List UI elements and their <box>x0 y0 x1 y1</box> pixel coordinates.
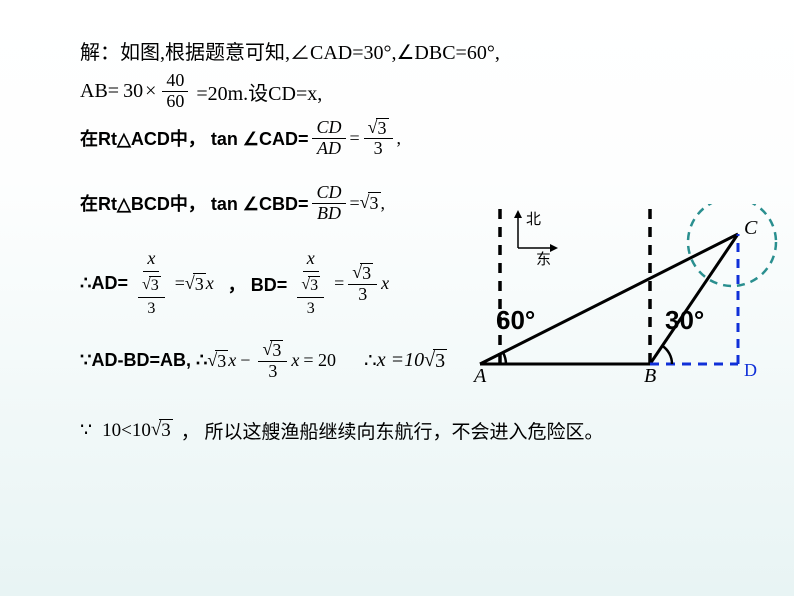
angle-arc-A <box>503 352 506 364</box>
sqrt: 3 <box>151 419 173 442</box>
denominator: 3 3 <box>131 272 172 322</box>
val: 10 <box>132 420 151 442</box>
angle-30: 30° <box>665 305 704 335</box>
fraction: CD BD <box>312 183 345 224</box>
text: ， 所以这艘渔船继续向东航行，不会进入危险区。 <box>181 417 604 444</box>
north-label: 北 <box>526 211 541 228</box>
line-1b: AB= 30 × 40 60 =20m.设CD=x, <box>80 71 794 112</box>
fraction: x 3 3 <box>290 246 331 322</box>
angle-arc-B <box>662 346 672 364</box>
numerator: CD <box>312 183 345 203</box>
text: 解：如图,根据题意可知,∠CAD=30°,∠DBC=60°, <box>80 36 500 65</box>
line-AC <box>480 234 738 364</box>
arrow-head <box>514 210 522 218</box>
numerator: 3 <box>364 118 393 139</box>
text: ∴AD= <box>80 273 128 294</box>
geometry-diagram: 北 东 60° 30° A B C D <box>450 204 780 384</box>
val: 10 <box>102 420 121 442</box>
line-6: ∵ 10 < 10 3 ， 所以这艘渔船继续向东航行，不会进入危险区。 <box>80 417 794 444</box>
eq: = <box>350 193 360 214</box>
eq: = <box>334 273 344 294</box>
expr: x =10 <box>377 349 424 372</box>
fraction: 3 3 <box>364 118 393 160</box>
op: × <box>145 80 156 103</box>
text: =20m.设CD=x, <box>196 77 322 106</box>
numerator: x <box>303 246 319 272</box>
line-2: 在Rt△ACD中， tan ∠CAD= CD AD = 3 3 , <box>80 118 794 160</box>
numerator: 40 <box>162 71 188 91</box>
op: − <box>240 350 250 371</box>
text: ∴ <box>364 348 377 373</box>
denominator: 3 <box>370 139 387 159</box>
numerator: CD <box>312 118 345 138</box>
fraction: x 3 3 <box>131 246 172 322</box>
fraction: 40 60 <box>162 71 188 112</box>
label-C: C <box>744 217 758 239</box>
denominator: 3 3 <box>290 272 331 322</box>
eq: = <box>175 273 185 294</box>
sqrt: 3 <box>185 273 206 295</box>
text: 在Rt△BCD中， tan ∠CBD= <box>80 190 308 216</box>
var: x <box>291 350 299 371</box>
line-BC <box>650 234 738 364</box>
var: x <box>381 273 389 294</box>
lt: < <box>121 420 132 442</box>
arrow-head <box>550 244 558 252</box>
text: , <box>397 128 402 149</box>
text: AB= <box>80 80 119 103</box>
sqrt: 3 <box>207 350 228 372</box>
numerator: x <box>143 246 159 272</box>
label-B: B <box>644 365 656 384</box>
val: 30 <box>123 80 143 103</box>
east-label: 东 <box>536 251 551 268</box>
line-1: 解：如图,根据题意可知,∠CAD=30°,∠DBC=60°, <box>80 36 794 65</box>
denominator: BD <box>313 204 345 224</box>
denominator: AD <box>313 139 345 159</box>
numerator: 3 <box>348 263 377 284</box>
denominator: 3 <box>264 362 281 382</box>
label-A: A <box>472 365 487 384</box>
fraction: CD AD <box>312 118 345 159</box>
text: 在Rt△ACD中， tan ∠CAD= <box>80 125 308 151</box>
fraction: 3 3 <box>348 263 377 305</box>
sqrt: 3 <box>360 192 381 214</box>
numerator: 3 <box>258 340 287 361</box>
eq: = <box>350 128 360 149</box>
sqrt: 3 <box>424 349 447 373</box>
text: ∵AD-BD=AB, ∴ <box>80 350 207 371</box>
text: ∵ <box>80 419 92 442</box>
text: = 20 <box>303 350 336 371</box>
denominator: 3 <box>354 285 371 305</box>
denominator: 60 <box>162 92 188 112</box>
fraction: 3 3 <box>258 340 287 382</box>
text: ， BD= <box>228 271 288 297</box>
label-D: D <box>744 360 757 380</box>
angle-60: 60° <box>496 305 535 335</box>
